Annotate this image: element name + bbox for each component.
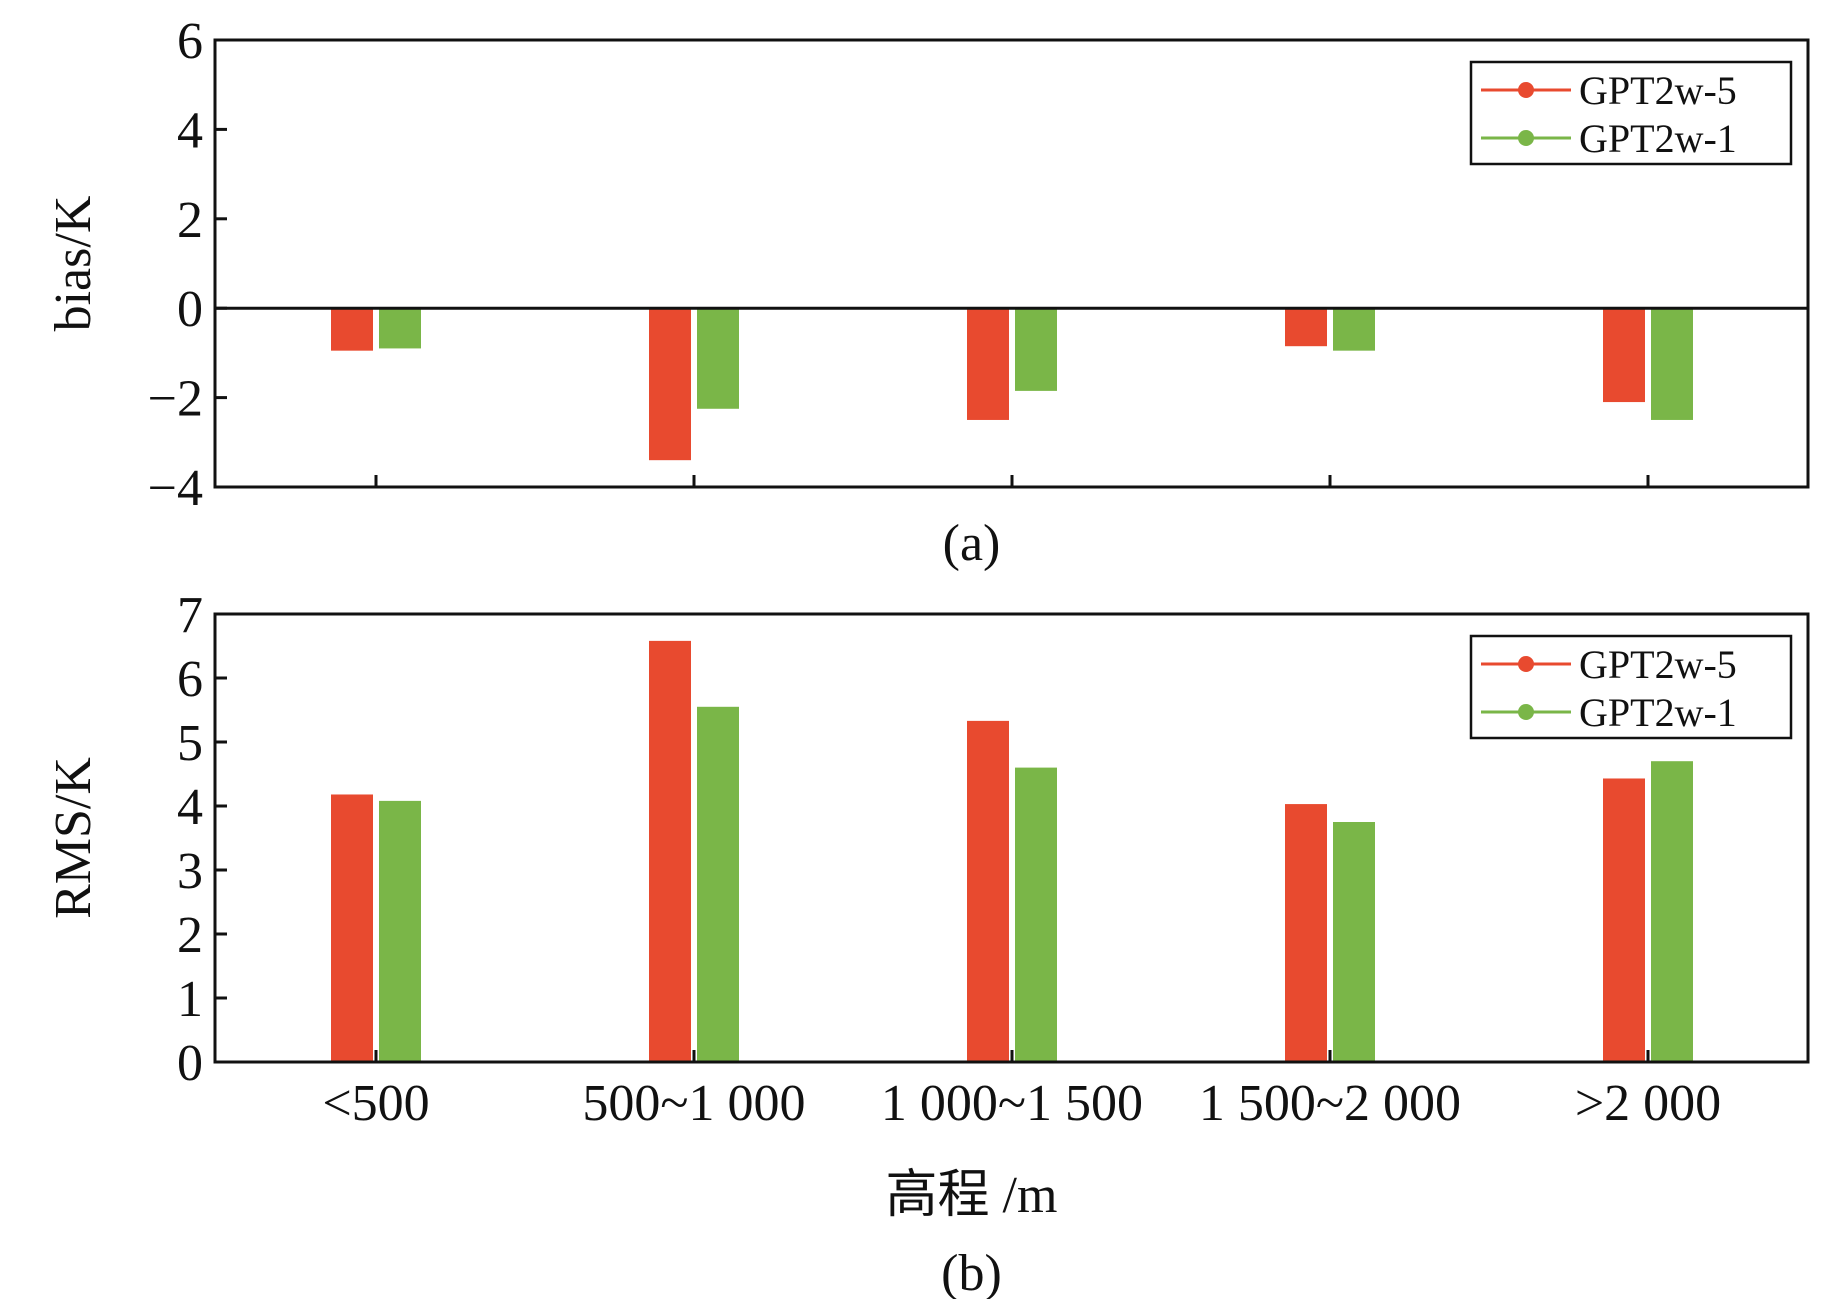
- y-tick-label: 0: [177, 281, 203, 338]
- bar-gpt2w-5-3: [967, 720, 1009, 1062]
- x-axis-title: 高程 /m: [886, 1167, 1058, 1224]
- bar-gpt2w-1-3: [1015, 308, 1057, 391]
- y-axis-title: RMS/K: [45, 757, 102, 919]
- legend-marker-gpt2w-1: [1518, 704, 1534, 720]
- y-tick-label: 0: [177, 1035, 203, 1092]
- y-tick-label: 4: [177, 779, 203, 836]
- legend-box: [1469, 634, 1793, 740]
- bar-gpt2w-5-1: [331, 308, 373, 351]
- legend-marker-gpt2w-5: [1518, 656, 1534, 672]
- bar-gpt2w-1-2: [697, 706, 739, 1062]
- legend-marker-gpt2w-5: [1518, 82, 1534, 98]
- bar-gpt2w-5-3: [967, 308, 1009, 420]
- bar-gpt2w-5-5: [1603, 778, 1645, 1062]
- legend-marker-gpt2w-1: [1518, 130, 1534, 146]
- y-tick-label: 2: [177, 907, 203, 964]
- bar-gpt2w-1-4: [1333, 822, 1375, 1062]
- panel-caption: (b): [941, 1245, 1002, 1299]
- bar-gpt2w-5-4: [1285, 308, 1327, 347]
- legend-label-gpt2w-1: GPT2w-1: [1579, 116, 1737, 161]
- bar-gpt2w-1-1: [379, 800, 421, 1062]
- bar-gpt2w-1-2: [697, 308, 739, 409]
- x-tick-label: <500: [322, 1075, 429, 1132]
- y-tick-label: 6: [177, 13, 203, 70]
- y-tick-label: −4: [148, 460, 203, 517]
- legend-box: [1469, 60, 1793, 166]
- y-tick-label: 3: [177, 843, 203, 900]
- bar-gpt2w-1-5: [1651, 308, 1693, 420]
- bar-gpt2w-5-1: [331, 794, 373, 1062]
- y-tick-label: 4: [177, 102, 203, 159]
- y-tick-label: 5: [177, 715, 203, 772]
- y-tick-label: 2: [177, 192, 203, 249]
- panel-caption: (a): [943, 515, 1001, 572]
- y-axis-title: bias/K: [45, 195, 102, 331]
- panel-b-rms-chart: 0 1 2 3 4 5 6 7 <500 500~1 000 1 000~1 500 1 500~2 …: [45, 587, 1810, 1299]
- bar-gpt2w-5-2: [649, 308, 691, 461]
- legend-label-gpt2w-1: GPT2w-1: [1579, 690, 1737, 735]
- x-tick-label: >2 000: [1575, 1075, 1721, 1132]
- bar-gpt2w-1-3: [1015, 767, 1057, 1062]
- bar-gpt2w-5-2: [649, 640, 691, 1062]
- legend-label-gpt2w-5: GPT2w-5: [1579, 642, 1737, 687]
- bar-gpt2w-1-4: [1333, 308, 1375, 351]
- bar-gpt2w-1-5: [1651, 761, 1693, 1062]
- x-tick-label: 500~1 000: [582, 1075, 805, 1132]
- y-tick-label: 6: [177, 651, 203, 708]
- y-tick-label: 7: [177, 587, 203, 644]
- x-tick-label: 1 000~1 500: [881, 1075, 1143, 1132]
- y-tick-label: 1: [177, 971, 203, 1028]
- bar-gpt2w-5-4: [1285, 804, 1327, 1062]
- bar-gpt2w-5-5: [1603, 308, 1645, 403]
- x-tick-label: 1 500~2 000: [1199, 1075, 1461, 1132]
- legend-label-gpt2w-5: GPT2w-5: [1579, 68, 1737, 113]
- bar-gpt2w-1-1: [379, 308, 421, 349]
- y-tick-label: −2: [148, 371, 203, 428]
